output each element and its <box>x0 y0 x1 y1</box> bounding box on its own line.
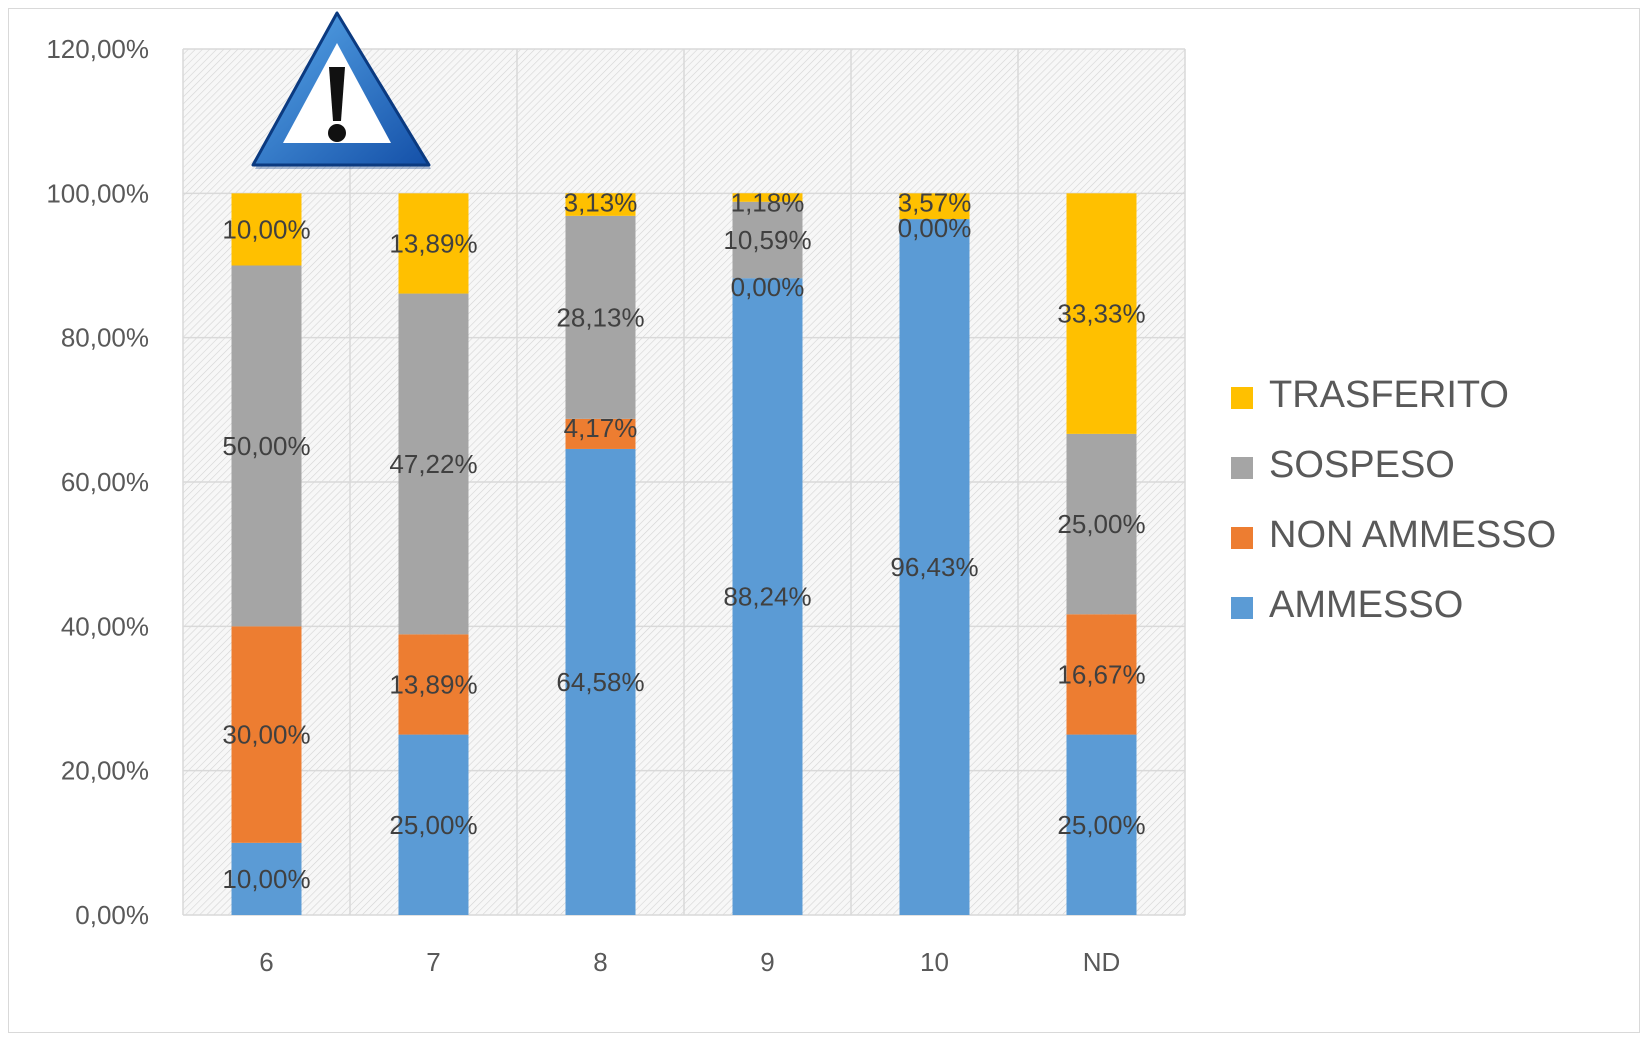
legend-swatch <box>1231 527 1253 549</box>
data-label: 16,67% <box>1057 659 1145 689</box>
legend-item: AMMESSO <box>1231 584 1463 626</box>
legend-label: TRASFERITO <box>1269 374 1509 416</box>
data-label: 30,00% <box>222 720 310 750</box>
stacked-bar-chart: 10,00% 30,00% 50,00% 10,00% 25,00% 13,89% 47,2… <box>46 11 1556 977</box>
legend-label: NON AMMESSO <box>1269 514 1556 556</box>
data-label: 25,00% <box>1057 509 1145 539</box>
data-label: 28,13% <box>556 302 644 332</box>
data-label: 0,00% <box>898 213 972 243</box>
bar-segment-non-ammesso <box>1066 614 1137 735</box>
bar-segment-ammesso <box>899 219 970 916</box>
legend-label: SOSPESO <box>1269 444 1455 486</box>
bar-segment-ammesso <box>732 278 803 916</box>
legend-item: NON AMMESSO <box>1231 514 1556 556</box>
data-label: 96,43% <box>890 552 978 582</box>
data-label: 0,00% <box>731 272 805 302</box>
data-label: 13,89% <box>389 228 477 258</box>
data-label: 4,17% <box>564 413 638 443</box>
y-tick-label: 40,00% <box>61 611 149 641</box>
data-label: 10,00% <box>222 214 310 244</box>
bar-segment-trasferito <box>1066 193 1137 434</box>
data-label: 3,57% <box>898 187 972 217</box>
bar-segment-ammesso <box>1066 734 1137 915</box>
data-label: 47,22% <box>389 449 477 479</box>
x-tick-label: 7 <box>426 947 440 977</box>
x-tick-label: 10 <box>920 947 949 977</box>
bar-segment-trasferito <box>899 193 970 220</box>
bar-segment-trasferito <box>732 193 803 202</box>
legend-swatch <box>1231 457 1253 479</box>
bar-segment-sospeso <box>732 201 803 279</box>
bar-segment-sospeso <box>1066 433 1137 615</box>
x-tick-label: ND <box>1083 947 1121 977</box>
warning-triangle-icon <box>251 11 431 169</box>
bar-segment-sospeso <box>398 293 469 635</box>
data-label: 88,24% <box>723 582 811 612</box>
bar-segment-ammesso <box>398 734 469 915</box>
bar-segment-ammesso <box>565 448 636 915</box>
data-label: 33,33% <box>1057 299 1145 329</box>
legend-swatch <box>1231 387 1253 409</box>
bar-segment-non-ammesso <box>398 634 469 735</box>
bar-segment-trasferito <box>231 193 302 266</box>
y-tick-label: 20,00% <box>61 756 149 786</box>
bar-segment-sospeso <box>565 215 636 419</box>
data-label: 64,58% <box>556 667 644 697</box>
x-tick-label: 9 <box>760 947 774 977</box>
y-tick-label: 60,00% <box>61 467 149 497</box>
data-label: 13,89% <box>389 669 477 699</box>
x-tick-label: 8 <box>593 947 607 977</box>
bar-segment-ammesso <box>231 842 302 915</box>
bar-segment-sospeso <box>231 265 302 627</box>
chart-frame: 10,00% 30,00% 50,00% 10,00% 25,00% 13,89% 47,2… <box>8 8 1640 1033</box>
data-label: 10,59% <box>723 225 811 255</box>
x-tick-label: 6 <box>259 947 273 977</box>
bar-segment-trasferito <box>565 193 636 216</box>
data-label: 25,00% <box>389 810 477 840</box>
data-label: 50,00% <box>222 431 310 461</box>
y-tick-label: 80,00% <box>61 323 149 353</box>
bar-segment-trasferito <box>398 193 469 294</box>
bar-segment-non-ammesso <box>565 418 636 449</box>
bar-segment-non-ammesso <box>231 626 302 843</box>
legend-item: SOSPESO <box>1231 444 1455 486</box>
data-label: 1,18% <box>731 187 805 217</box>
y-tick-label: 120,00% <box>46 34 149 64</box>
legend-item: TRASFERITO <box>1231 374 1509 416</box>
y-tick-label: 0,00% <box>75 900 149 930</box>
data-label: 3,13% <box>564 187 638 217</box>
data-label: 25,00% <box>1057 810 1145 840</box>
legend-label: AMMESSO <box>1269 584 1463 626</box>
y-tick-label: 100,00% <box>46 178 149 208</box>
data-label: 10,00% <box>222 864 310 894</box>
legend-swatch <box>1231 597 1253 619</box>
